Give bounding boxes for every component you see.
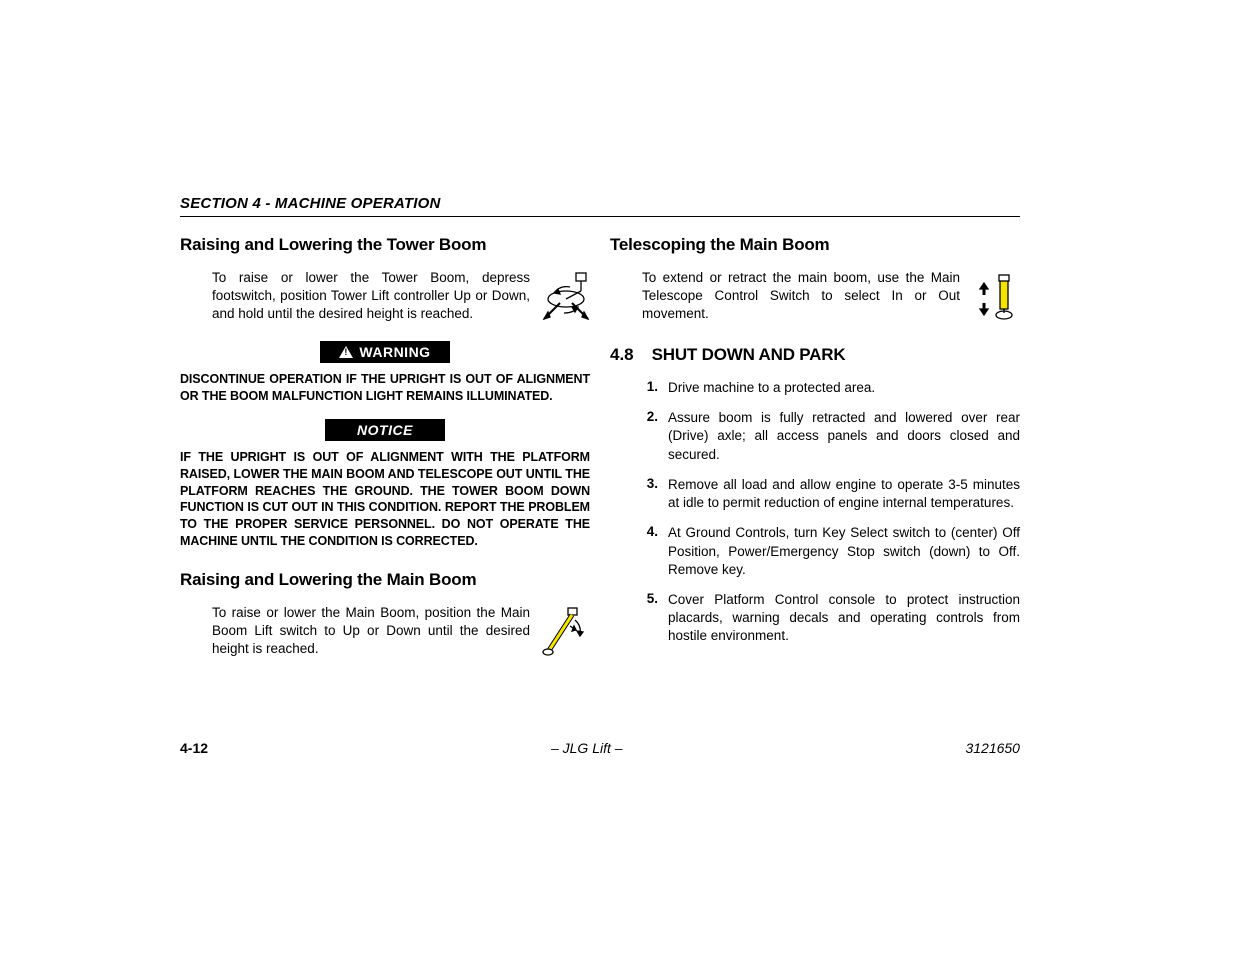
warning-text: DISCONTINUE OPERATION IF THE UPRIGHT IS …	[180, 371, 590, 405]
warning-bar: WARNING	[320, 341, 450, 363]
shutdown-steps-list: 1.Drive machine to a protected area. 2.A…	[642, 379, 1020, 646]
footer-doc-number: 3121650	[965, 740, 1020, 756]
subhead-main-boom: Raising and Lowering the Main Boom	[180, 570, 590, 590]
subhead-telescope: Telescoping the Main Boom	[610, 235, 1020, 255]
step-text: Assure boom is fully retracted and lower…	[668, 409, 1020, 464]
notice-bar: NOTICE	[325, 419, 445, 441]
step-text: Drive machine to a protected area.	[668, 379, 1020, 397]
main-boom-text: To raise or lower the Main Boom, positio…	[212, 604, 530, 659]
page-footer: 4-12 – JLG Lift – 3121650	[180, 740, 1020, 756]
list-item: 3. Remove all load and allow engine to op…	[642, 476, 1020, 512]
page-content: SECTION 4 - MACHINE OPERATION Raising an…	[180, 195, 1020, 671]
step-number: 1.	[642, 379, 658, 397]
subhead-tower-boom: Raising and Lowering the Tower Boom	[180, 235, 590, 255]
telescope-switch-icon	[970, 269, 1020, 327]
step-number: 5.	[642, 591, 658, 646]
tower-boom-text: To raise or lower the Tower Boom, depres…	[212, 269, 530, 327]
two-column-layout: Raising and Lowering the Tower Boom To r…	[180, 235, 1020, 671]
notice-text: IF THE UPRIGHT IS OUT OF ALIGNMENT WITH …	[180, 449, 590, 550]
step-text: Remove all load and allow engine to oper…	[668, 476, 1020, 512]
tower-boom-lever-icon	[540, 269, 590, 327]
notice-label: NOTICE	[357, 422, 413, 438]
step-number: 2.	[642, 409, 658, 464]
footer-page-number: 4-12	[180, 740, 208, 756]
main-boom-lever-icon	[540, 604, 590, 659]
section-title: SHUT DOWN AND PARK	[652, 345, 846, 365]
right-column: Telescoping the Main Boom To extend or r…	[610, 235, 1020, 671]
main-boom-block: To raise or lower the Main Boom, positio…	[180, 604, 590, 659]
warning-triangle-icon	[339, 346, 353, 358]
warning-label: WARNING	[359, 344, 430, 360]
left-column: Raising and Lowering the Tower Boom To r…	[180, 235, 590, 671]
step-text: At Ground Controls, turn Key Select swit…	[668, 524, 1020, 579]
footer-center: – JLG Lift –	[551, 740, 623, 756]
telescope-text: To extend or retract the main boom, use …	[642, 269, 960, 327]
telescope-block: To extend or retract the main boom, use …	[610, 269, 1020, 327]
list-item: 5.Cover Platform Control console to prot…	[642, 591, 1020, 646]
list-item: 1. Drive machine to a protected area.	[642, 379, 1020, 397]
tower-boom-block: To raise or lower the Tower Boom, depres…	[180, 269, 590, 327]
list-item: 4.At Ground Controls, turn Key Select sw…	[642, 524, 1020, 579]
section-header: SECTION 4 - MACHINE OPERATION	[180, 195, 1020, 217]
section-4-8-heading: 4.8 SHUT DOWN AND PARK	[610, 345, 1020, 365]
step-number: 4.	[642, 524, 658, 579]
list-item: 2.Assure boom is fully retracted and low…	[642, 409, 1020, 464]
step-number: 3.	[642, 476, 658, 512]
section-number: 4.8	[610, 345, 634, 365]
step-text: Cover Platform Control console to protec…	[668, 591, 1020, 646]
